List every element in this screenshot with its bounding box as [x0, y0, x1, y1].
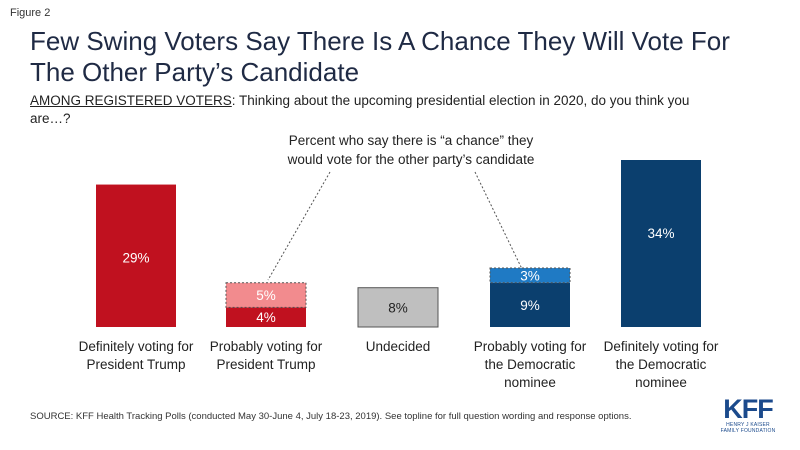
data-label-other-party-chance-probably-voting-for-the-democratic-nominee: 3%: [520, 268, 540, 283]
data-label-definitely-voting-for-president-trump: 29%: [122, 251, 149, 266]
category-label-line: President Trump: [216, 357, 316, 372]
category-label-line: the Democratic: [484, 357, 576, 372]
leader-line-trump: [267, 171, 331, 281]
category-label-line: Probably voting for: [473, 339, 587, 354]
bar-definitely-voting-for-the-democratic-nominee: [621, 160, 701, 327]
subtitle-question: : Thinking about the upcoming presidenti…: [30, 93, 690, 126]
category-label-line: nominee: [635, 375, 687, 390]
logo-mark: KFF: [723, 394, 773, 424]
category-label-probably-voting-for-the-democratic-nominee: Probably voting for the Democratic nominee: [460, 338, 600, 392]
annotation-line-2: would vote for the other party’s candida…: [287, 152, 535, 167]
category-label-line: Definitely voting for: [78, 339, 194, 354]
category-label-line: President Trump: [86, 357, 186, 372]
data-label-definitely-voting-for-the-democratic-nominee: 34%: [647, 226, 674, 241]
bar-definitely-voting-for-president-trump: [96, 184, 176, 327]
bar-probably-voting-for-president-trump: [226, 307, 306, 327]
data-label-probably-voting-for-president-trump: 4%: [256, 310, 276, 325]
bar-undecided: [357, 287, 439, 328]
category-label-line: Probably voting for: [209, 339, 323, 354]
subtitle-lead: AMONG REGISTERED VOTERS: [30, 93, 232, 108]
bar-probably-voting-for-the-democratic-nominee: [490, 282, 570, 327]
leader-line-dem: [474, 171, 523, 270]
category-label-definitely-voting-for-president-trump: Definitely voting for President Trump: [66, 338, 206, 374]
figure-label: Figure 2: [10, 7, 51, 19]
logo-tagline-2: FAMILY FOUNDATION: [720, 428, 776, 434]
chart-title: Few Swing Voters Say There Is A Chance T…: [30, 26, 750, 88]
category-label-line: nominee: [504, 375, 556, 390]
annotation-line-1: Percent who say there is “a chance” they: [288, 133, 534, 148]
bar-other-party-chance-probably-voting-for-the-democratic-nominee: [489, 267, 571, 284]
bar-chart: 29% 4% 5% 8% 9% 3% 34%: [96, 160, 701, 328]
category-label-line: Undecided: [365, 339, 431, 354]
category-label-definitely-voting-for-the-democratic-nominee: Definitely voting for the Democratic nomin…: [591, 338, 731, 392]
bar-other-party-chance-probably-voting-for-president-trump: [225, 282, 307, 308]
logo-tagline-1: HENRY J KAISER: [726, 422, 770, 428]
data-label-probably-voting-for-the-democratic-nominee: 9%: [520, 298, 540, 313]
category-label-line: the Democratic: [615, 357, 707, 372]
data-label-other-party-chance-probably-voting-for-president-trump: 5%: [256, 288, 276, 303]
category-label-line: Definitely voting for: [603, 339, 719, 354]
chart-annotation: Percent who say there is “a chance” they…: [252, 131, 570, 169]
kff-logo: KFF HENRY J KAISER FAMILY FOUNDATION: [716, 394, 780, 435]
data-label-undecided: 8%: [388, 300, 408, 315]
title-line-2: The Other Party’s Candidate: [30, 57, 360, 87]
category-label-undecided: Undecided: [328, 338, 468, 356]
title-line-1: Few Swing Voters Say There Is A Chance T…: [30, 26, 730, 56]
source-note: SOURCE: KFF Health Tracking Polls (condu…: [30, 411, 632, 422]
category-label-probably-voting-for-president-trump: Probably voting for President Trump: [196, 338, 336, 374]
chart-subtitle: AMONG REGISTERED VOTERS: Thinking about …: [30, 92, 720, 128]
